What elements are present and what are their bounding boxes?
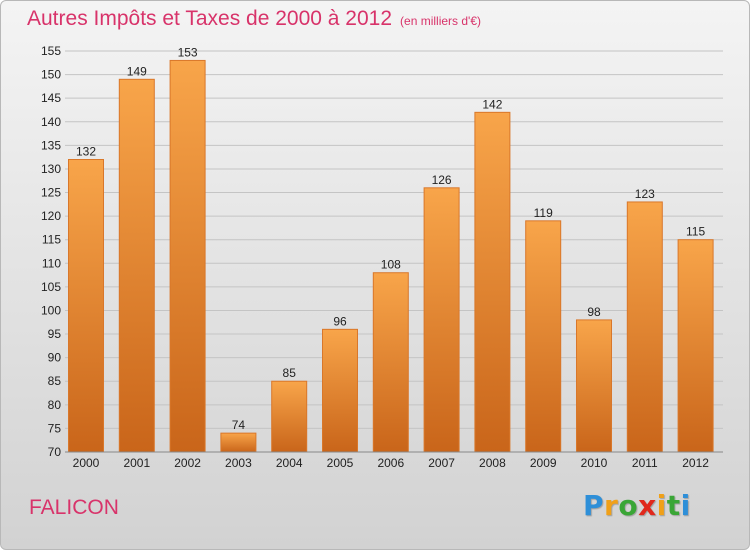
x-tick-label: 2001 (123, 456, 150, 470)
y-tick-label: 70 (48, 445, 62, 459)
y-tick-label: 120 (41, 209, 61, 223)
bar-2011 (626, 201, 663, 453)
y-tick-label: 145 (41, 91, 61, 105)
chart-title: Autres Impôts et Taxes de 2000 à 2012 (en… (27, 7, 481, 31)
y-tick-label: 105 (41, 280, 61, 294)
bar-2003 (220, 432, 257, 453)
bar-2001 (118, 78, 155, 453)
data-label-2005: 96 (333, 314, 347, 328)
bar-2004 (271, 380, 308, 453)
logo-letter: i (656, 489, 667, 522)
y-tick-label: 110 (42, 256, 61, 270)
y-tick-label: 140 (41, 115, 61, 129)
data-label-2011: 123 (635, 187, 655, 201)
y-tick-label: 85 (48, 374, 62, 388)
bar-2007 (423, 187, 460, 453)
y-tick-label: 90 (48, 351, 62, 365)
logo-letter: P (583, 489, 605, 522)
x-tick-label: 2004 (276, 456, 303, 470)
x-tick-label: 2000 (73, 456, 100, 470)
x-tick-label: 2011 (632, 456, 658, 470)
data-label-2009: 119 (534, 206, 553, 220)
data-label-2000: 132 (76, 145, 96, 159)
data-label-2006: 108 (381, 258, 401, 272)
bar-2005 (322, 328, 358, 453)
x-tick-label: 2002 (174, 456, 201, 470)
data-label-2004: 85 (283, 366, 297, 380)
logo-letter: i (680, 489, 691, 522)
data-label-2002: 153 (178, 45, 198, 59)
x-axis-ticks: 2000 2001 2002 2003 2004 2005 2006 2007 2008 2009… (73, 456, 710, 470)
y-tick-label: 80 (48, 398, 62, 412)
bar-2000 (68, 159, 104, 453)
y-axis-ticks: 70 75 80 85 90 95 100 105 110 115 120 125 130 135 140 1… (41, 44, 61, 459)
bar-2008 (474, 111, 511, 453)
logo-letter: t (666, 489, 681, 522)
bar-2012 (677, 239, 714, 453)
x-tick-label: 2012 (682, 456, 709, 470)
data-label-2003: 74 (232, 418, 246, 432)
data-label-2008: 142 (482, 97, 502, 111)
x-tick-label: 2010 (581, 456, 608, 470)
chart-subtitle: (en milliers d'€) (400, 14, 482, 28)
x-tick-label: 2008 (479, 456, 506, 470)
x-tick-label: 2005 (327, 456, 354, 470)
bar-2002 (169, 59, 206, 453)
y-tick-label: 130 (41, 162, 61, 176)
y-tick-label: 125 (41, 186, 61, 200)
y-tick-label: 75 (48, 421, 62, 435)
x-tick-label: 2009 (530, 456, 557, 470)
logo-letter: o (618, 489, 639, 522)
data-label-2001: 149 (127, 64, 147, 78)
logo-letter: x (638, 489, 657, 522)
y-tick-label: 150 (41, 68, 61, 82)
data-labels: 132 149 153 74 85 96 108 126 142 119 98 123 115 (76, 45, 706, 432)
y-tick-label: 95 (48, 327, 62, 341)
bar-2006 (372, 272, 409, 453)
place-name: FALICON (29, 496, 119, 519)
bars (68, 59, 714, 453)
logo-letter: r (604, 489, 619, 522)
y-tick-label: 135 (41, 138, 61, 152)
bar-2009 (525, 220, 562, 453)
chart-title-text: Autres Impôts et Taxes de 2000 à 2012 (27, 7, 393, 30)
y-tick-label: 100 (41, 303, 61, 317)
y-tick-label: 155 (41, 44, 61, 58)
y-tick-label: 115 (42, 233, 61, 247)
data-label-2012: 115 (686, 225, 705, 239)
bar-2010 (576, 319, 612, 453)
x-tick-label: 2006 (377, 456, 404, 470)
data-label-2010: 98 (587, 305, 601, 319)
data-label-2007: 126 (432, 173, 452, 187)
x-tick-label: 2007 (428, 456, 455, 470)
proxiti-logo: Proxiti (583, 489, 691, 522)
x-tick-label: 2003 (225, 456, 252, 470)
